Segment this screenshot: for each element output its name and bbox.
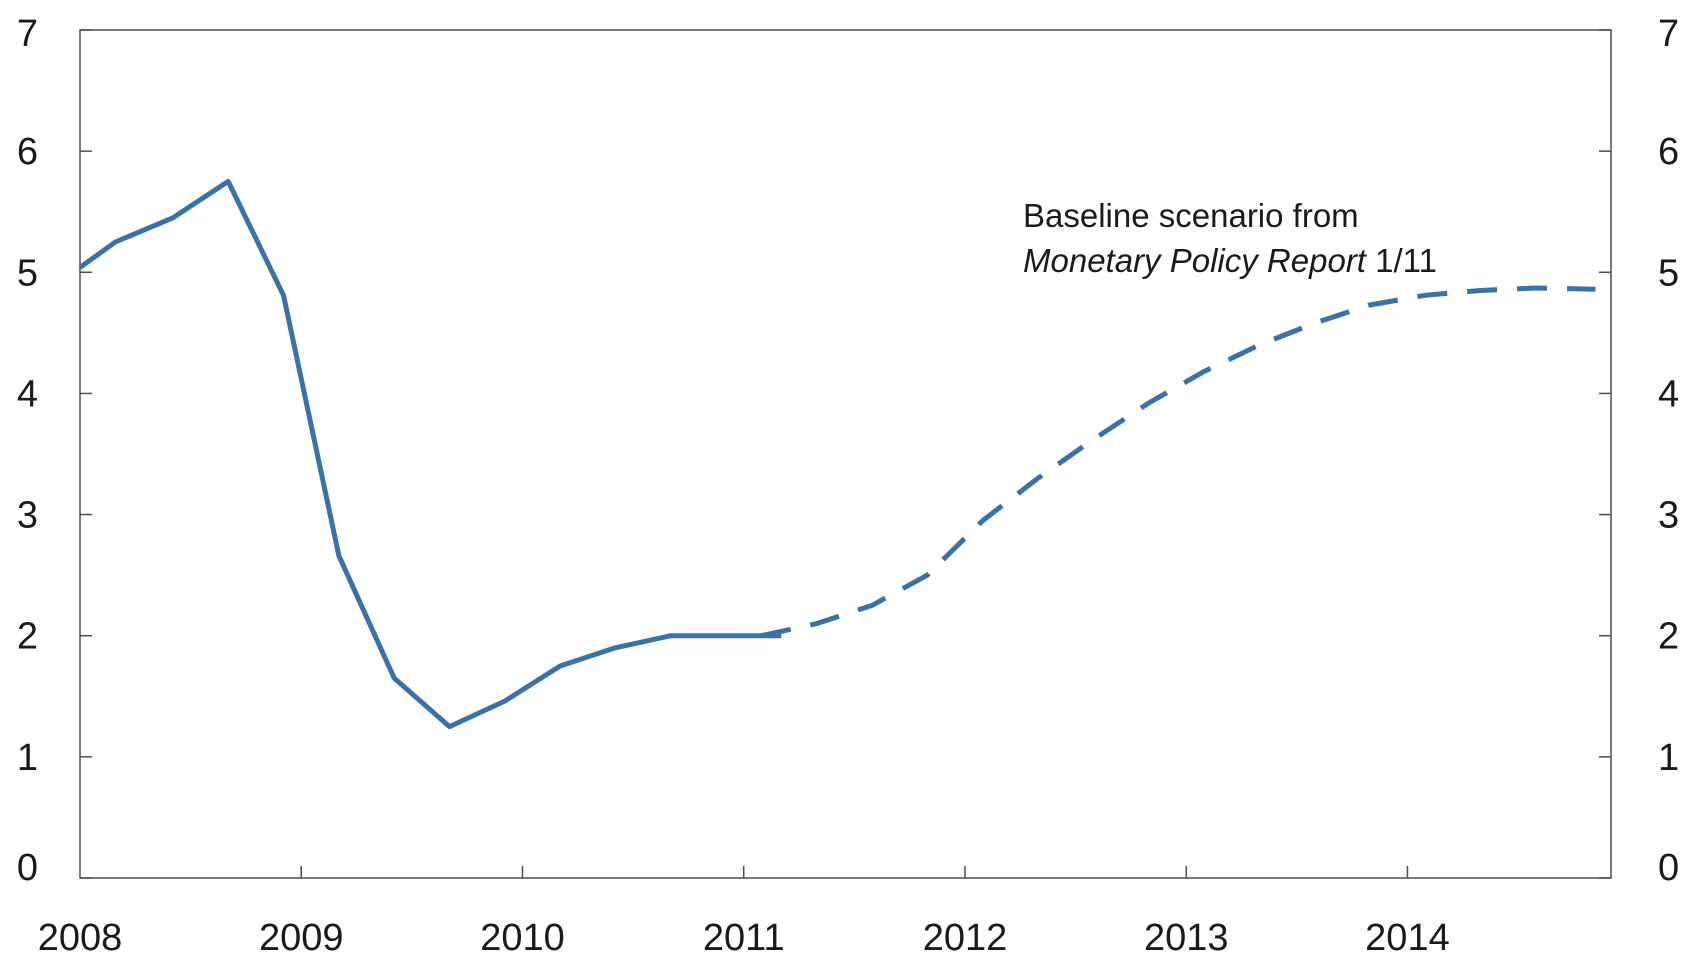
annotation-report-number: 1/11 xyxy=(1366,242,1437,279)
y-tick-label-left: 0 xyxy=(17,847,38,889)
x-tick-label: 2008 xyxy=(38,917,123,956)
x-tick-label: 2014 xyxy=(1365,917,1450,956)
series-line-dashed xyxy=(760,285,1596,639)
y-tick-label-left: 6 xyxy=(17,131,38,173)
y-tick-label-right: 6 xyxy=(1658,131,1679,173)
y-tick-label-left: 3 xyxy=(17,495,38,537)
y-tick-label-right: 5 xyxy=(1658,252,1679,294)
axis-ticks xyxy=(80,29,1611,879)
y-tick-label-left: 1 xyxy=(17,737,38,779)
x-tick-label: 2011 xyxy=(703,917,785,956)
annotation-line1: Baseline scenario from xyxy=(1023,197,1359,234)
x-tick-label: 2009 xyxy=(259,917,344,956)
series-line-solid xyxy=(78,178,782,730)
y-tick-label-right: 1 xyxy=(1658,737,1679,779)
y-tick-label-left: 5 xyxy=(17,252,38,294)
series-layer xyxy=(78,178,1596,730)
x-axis: 2008 2009 2010 2011 2012 2013 2014 xyxy=(38,917,1450,956)
y-tick-label-right: 2 xyxy=(1658,616,1679,658)
x-tick-label: 2012 xyxy=(923,917,1008,956)
annotation-baseline: Baseline scenario from xyxy=(1023,197,1359,234)
y-tick-label-right: 7 xyxy=(1658,13,1679,55)
annotation-report-title: Monetary Policy Report xyxy=(1023,242,1368,279)
y-tick-label-left: 4 xyxy=(17,373,38,415)
annotation-report: Monetary Policy Report 1/11 xyxy=(1023,242,1437,279)
y-axis-left: 0 1 2 3 4 5 6 7 xyxy=(17,13,38,889)
x-tick-label: 2013 xyxy=(1144,917,1229,956)
y-tick-label-right: 3 xyxy=(1658,495,1679,537)
y-axis-right: 0 1 2 3 4 5 6 7 xyxy=(1658,13,1679,889)
x-tick-label: 2010 xyxy=(480,917,565,956)
y-tick-label-left: 7 xyxy=(17,13,38,55)
y-tick-label-left: 2 xyxy=(17,616,38,658)
y-tick-label-right: 4 xyxy=(1658,373,1679,415)
y-tick-label-right: 0 xyxy=(1658,847,1679,889)
plot-frame xyxy=(79,29,1612,879)
